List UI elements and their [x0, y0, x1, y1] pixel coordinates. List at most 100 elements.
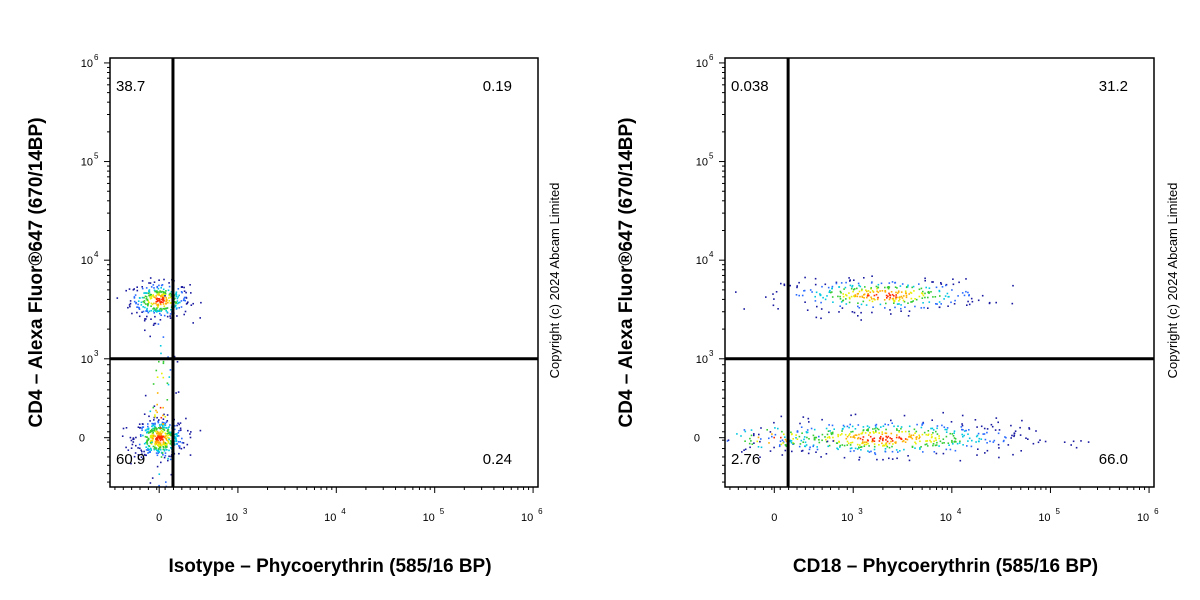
data-point [116, 297, 119, 299]
data-point [826, 440, 829, 443]
data-point [153, 427, 156, 430]
data-point [795, 434, 797, 436]
data-point [949, 432, 952, 435]
data-point [851, 286, 853, 288]
data-point [142, 300, 145, 303]
data-point [829, 291, 832, 294]
data-point [142, 423, 144, 425]
data-point [945, 284, 947, 287]
data-point [836, 442, 839, 444]
data-point [963, 434, 965, 437]
data-point [155, 426, 157, 429]
x-tick-label: 10 [1038, 512, 1050, 524]
data-point [175, 291, 178, 293]
y-tick-exponent: 6 [94, 53, 99, 62]
data-point [914, 447, 916, 449]
data-point [936, 433, 939, 435]
data-point [169, 440, 172, 442]
data-point [848, 426, 850, 429]
data-point [892, 297, 895, 300]
y-tick-label: 10 [696, 58, 708, 70]
data-point [808, 421, 810, 423]
data-point [869, 432, 871, 434]
data-point [930, 436, 933, 439]
data-point [156, 303, 159, 306]
data-point [939, 295, 941, 297]
data-point [850, 414, 852, 417]
data-point [820, 308, 823, 310]
data-point [838, 286, 841, 288]
data-point [160, 301, 163, 303]
data-point [169, 369, 172, 371]
data-point [853, 437, 856, 439]
data-point [849, 297, 851, 300]
data-point [831, 291, 833, 293]
data-point [829, 289, 831, 292]
data-point [870, 282, 873, 284]
y-tick-exponent: 5 [94, 152, 99, 161]
data-point [856, 287, 858, 290]
data-point [947, 442, 950, 444]
data-point [132, 437, 135, 439]
data-point [138, 315, 141, 318]
data-point [909, 291, 912, 294]
x-tick-exponent: 3 [858, 507, 863, 516]
data-point [955, 441, 957, 443]
data-point [901, 431, 903, 433]
data-point [871, 281, 873, 283]
data-point [952, 435, 955, 437]
data-point [889, 309, 891, 311]
data-point [185, 291, 187, 294]
data-point [808, 448, 811, 451]
data-point [157, 304, 160, 307]
data-point [835, 281, 838, 284]
data-point [852, 436, 854, 438]
data-point [851, 284, 854, 287]
y-tick-label: 0 [694, 433, 700, 445]
data-point [142, 310, 145, 313]
data-point [151, 434, 154, 437]
data-point [818, 441, 821, 444]
data-point [970, 297, 973, 300]
data-point [756, 440, 759, 443]
data-point [147, 292, 150, 295]
data-point [812, 434, 815, 437]
data-point [899, 285, 902, 287]
data-point [159, 425, 161, 428]
data-point [914, 298, 916, 300]
data-point [875, 430, 877, 432]
x-tick-label: 10 [841, 512, 853, 524]
data-point [800, 450, 803, 452]
data-point [169, 317, 172, 319]
x-tick-exponent: 5 [1055, 507, 1060, 516]
data-point [168, 294, 171, 297]
data-point [828, 436, 831, 438]
data-point [825, 427, 828, 430]
x-tick-exponent: 4 [957, 507, 962, 516]
data-point [974, 419, 977, 421]
data-point [146, 443, 149, 445]
data-point [824, 436, 826, 438]
data-point [930, 427, 932, 430]
data-point [165, 296, 167, 299]
data-point [184, 299, 186, 302]
data-point [859, 437, 862, 440]
data-point [175, 294, 178, 296]
data-point [155, 310, 157, 313]
data-point [160, 295, 162, 297]
data-point [175, 308, 178, 310]
data-point [137, 426, 140, 428]
data-point [910, 434, 913, 437]
y-tick-label: 10 [81, 157, 93, 169]
data-point [167, 429, 169, 431]
data-point [807, 452, 810, 455]
data-point [176, 315, 178, 317]
data-point [170, 295, 173, 297]
data-point [142, 434, 144, 437]
data-point [798, 445, 801, 448]
data-point [903, 295, 905, 297]
data-point [870, 287, 872, 289]
data-point [922, 422, 925, 425]
data-point [149, 482, 152, 484]
